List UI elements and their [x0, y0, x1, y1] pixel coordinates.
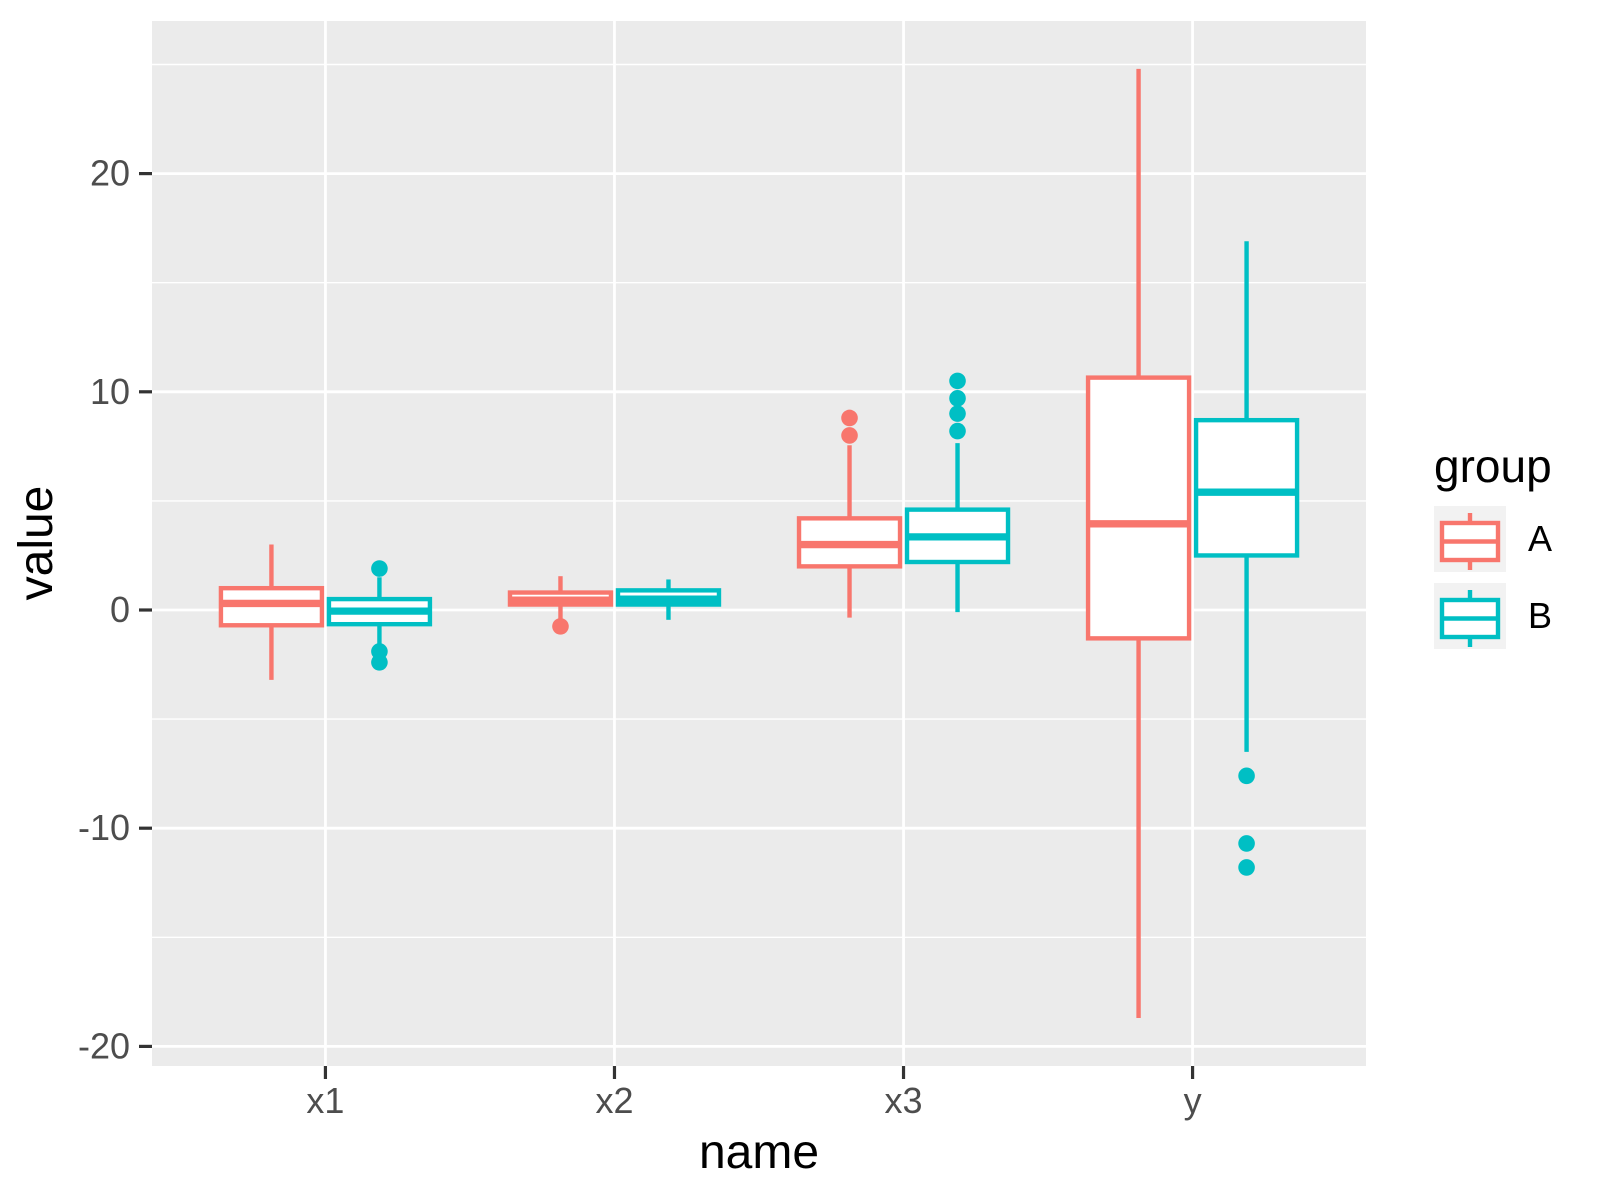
outlier-point [949, 372, 966, 390]
outlier-point [841, 427, 858, 444]
box-A-x2 [507, 576, 614, 635]
legend: group AB [1434, 440, 1552, 649]
y-axis-title: value [10, 486, 63, 601]
box-A-x1 [218, 544, 325, 680]
outlier-point [1238, 767, 1255, 785]
legend-label: B [1528, 595, 1552, 636]
legend-title: group [1434, 440, 1552, 492]
outlier-point [949, 390, 966, 407]
legend-entry-B: B [1434, 583, 1552, 649]
x-tick-label: x2 [595, 1080, 633, 1121]
box-A-y [1085, 68, 1192, 1019]
iqr-box [1193, 417, 1300, 558]
y-tick-label: -20 [78, 1025, 130, 1066]
box-B-y [1193, 241, 1300, 876]
x-tick-label: x3 [885, 1080, 923, 1121]
x-axis-title: name [699, 1126, 819, 1179]
legend-label: A [1528, 518, 1552, 559]
iqr-box [1085, 375, 1192, 641]
axis-layer: -20 -10 0 10 20 x1 x2 x3 y [78, 153, 1202, 1121]
y-tick-label: 10 [90, 371, 130, 412]
outlier-point [371, 654, 388, 671]
y-tick-label: -10 [78, 807, 130, 848]
x-tick-label: y [1184, 1080, 1202, 1121]
outlier-point [1238, 859, 1255, 876]
box-B-x2 [615, 579, 722, 620]
box-B-x3 [904, 372, 1011, 613]
outlier-point [371, 560, 388, 577]
y-tick-label: 20 [90, 153, 130, 194]
boxplot-layer [218, 68, 1300, 1019]
box-B-x1 [326, 560, 433, 671]
outlier-point [841, 409, 858, 427]
outlier-point [552, 618, 569, 635]
y-tick-label: 0 [110, 589, 130, 630]
outlier-point [949, 405, 966, 422]
legend-entry-A: A [1434, 506, 1552, 572]
outlier-point [1238, 835, 1255, 852]
outlier-point [949, 422, 966, 440]
box-A-x3 [796, 409, 903, 618]
x-tick-label: x1 [306, 1080, 344, 1121]
